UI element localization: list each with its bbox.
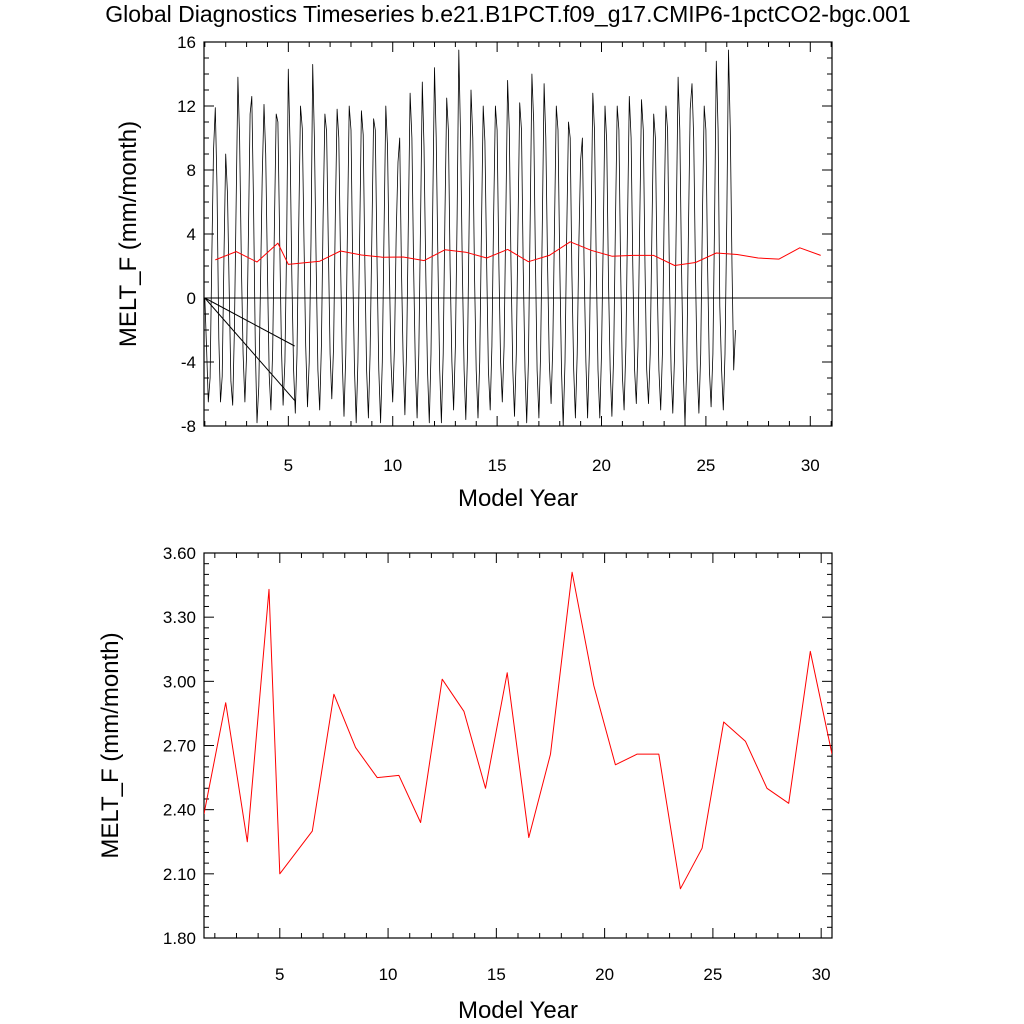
y-tick-label: 2.40 (163, 801, 196, 820)
x-tick-label: 20 (595, 965, 614, 984)
x-tick-label: 10 (383, 456, 402, 475)
x-tick-label: 30 (801, 456, 820, 475)
y-tick-label: 2.70 (163, 737, 196, 756)
x-tick-label: 30 (812, 965, 831, 984)
y-tick-label: -8 (181, 417, 196, 436)
annual-mean-series-line (215, 241, 821, 266)
y-tick-label: 3.30 (163, 608, 196, 627)
y-axis-label: MELT_F (mm/month) (97, 632, 124, 858)
annual-mean-timeseries-chart: 1.80 2.10 2.40 2.70 3.00 3.30 3.60 5 10 15 20 25 30 M… (97, 544, 833, 1024)
y-tick-label: 16 (177, 33, 196, 52)
x-tick-label: 5 (284, 456, 293, 475)
y-tick-label: 1.80 (163, 929, 196, 948)
y-tick-label: 2.10 (163, 865, 196, 884)
y-tick-label: 4 (187, 225, 196, 244)
y-tick-label: -4 (181, 353, 196, 372)
x-tick-label: 20 (592, 456, 611, 475)
x-tick-label: 5 (275, 965, 284, 984)
x-tick-label: 15 (488, 456, 507, 475)
y-tick-label: 0 (187, 289, 196, 308)
y-tick-label: 12 (177, 97, 196, 116)
monthly-timeseries-chart: -8 -4 0 4 8 12 16 5 10 15 20 25 30 Model Year MELT_F (… (115, 33, 833, 512)
x-tick-label: 25 (703, 965, 722, 984)
plot-area (204, 49, 832, 426)
y-axis-label: MELT_F (mm/month) (115, 121, 142, 347)
annual-mean-series-line (204, 571, 832, 890)
y-tick-label: 8 (187, 161, 196, 180)
x-axis-label: Model Year (458, 997, 578, 1024)
monthly-series-line (204, 49, 736, 426)
y-tick-label: 3.60 (163, 544, 196, 563)
x-tick-label: 10 (379, 965, 398, 984)
x-tick-label: 15 (487, 965, 506, 984)
x-axis-label: Model Year (458, 485, 578, 512)
x-tick-label: 25 (696, 456, 715, 475)
plot-area (204, 571, 832, 890)
trend-line (204, 297, 295, 347)
y-tick-label: 3.00 (163, 672, 196, 691)
trend-line (204, 297, 295, 401)
figure-title: Global Diagnostics Timeseries b.e21.B1PC… (105, 1, 910, 27)
